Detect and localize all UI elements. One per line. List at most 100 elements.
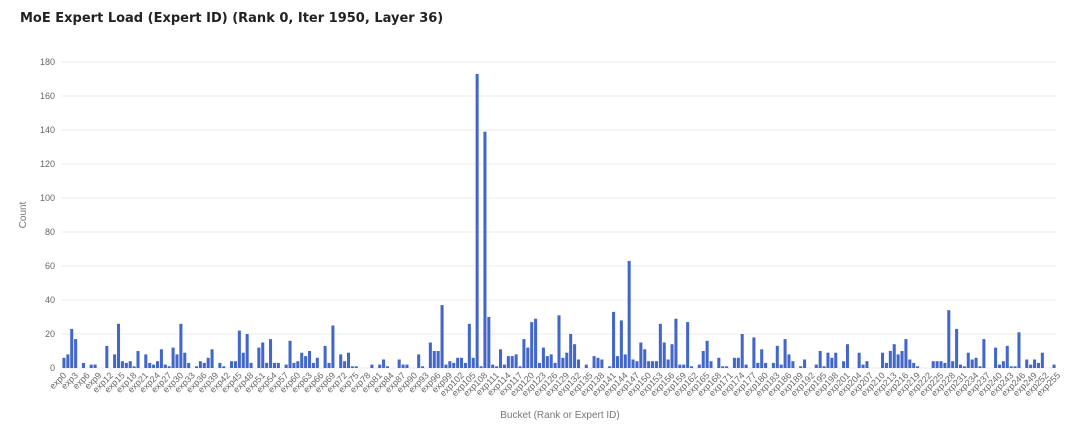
bar	[658, 323, 662, 368]
bar	[249, 362, 253, 368]
bar	[608, 366, 612, 368]
bar	[561, 357, 565, 368]
bar	[997, 364, 1001, 368]
y-tick-label: 120	[40, 159, 55, 169]
bar	[163, 364, 167, 368]
bar	[382, 359, 386, 368]
bar	[904, 339, 908, 368]
bar	[276, 362, 280, 368]
bar	[218, 362, 222, 368]
y-tick-label: 100	[40, 193, 55, 203]
bar	[1005, 345, 1009, 368]
bar	[690, 366, 694, 368]
bar	[569, 334, 573, 368]
bar	[682, 364, 686, 368]
bar	[861, 364, 865, 368]
bar	[892, 344, 896, 368]
bar	[888, 351, 892, 368]
bar	[171, 347, 175, 368]
bar	[187, 362, 191, 368]
bar	[245, 334, 249, 368]
bar	[884, 362, 888, 368]
bar	[549, 354, 553, 368]
bar	[308, 351, 312, 368]
bar	[643, 349, 647, 368]
bar	[284, 364, 288, 368]
bar	[935, 361, 939, 368]
chart-title: MoE Expert Load (Expert ID) (Rank 0, Ite…	[20, 11, 444, 26]
bar	[857, 352, 861, 368]
y-tick-label: 160	[40, 91, 55, 101]
bar	[471, 357, 475, 368]
bar	[483, 131, 487, 368]
bar	[651, 361, 655, 368]
bar	[257, 347, 261, 368]
bar	[198, 361, 202, 368]
bar	[428, 342, 432, 368]
bar	[506, 356, 510, 368]
x-axis-label: Bucket (Rank or Expert ID)	[500, 410, 619, 421]
bar	[499, 349, 503, 368]
bar	[233, 361, 237, 368]
bar	[514, 354, 518, 368]
bar	[931, 361, 935, 368]
bar	[845, 344, 849, 368]
bar	[678, 364, 682, 368]
bar	[522, 339, 526, 368]
y-tick-label: 80	[45, 227, 55, 237]
bar	[662, 342, 666, 368]
bar	[834, 352, 838, 368]
bar	[385, 366, 390, 368]
bar	[744, 364, 748, 368]
bar	[654, 361, 658, 368]
y-axis-label: Count	[18, 201, 29, 228]
bar	[545, 356, 549, 368]
y-tick-label: 0	[50, 363, 55, 373]
bar	[463, 362, 467, 368]
bar	[686, 322, 690, 368]
bar	[495, 366, 499, 368]
bar	[152, 364, 156, 368]
bar	[943, 362, 947, 368]
x-axis-ticks: exp0exp3exp6exp9exp12exp15exp18exp21exp2…	[47, 370, 1062, 398]
bar	[62, 357, 66, 368]
bar	[222, 366, 226, 368]
bar	[432, 351, 436, 368]
bar	[417, 354, 421, 368]
bar	[136, 351, 140, 368]
bar	[994, 347, 998, 368]
bar	[436, 351, 440, 368]
bar	[113, 354, 117, 368]
bar	[117, 323, 121, 368]
bar	[405, 364, 409, 368]
bar	[565, 352, 569, 368]
bar	[978, 366, 982, 368]
bar	[537, 362, 542, 368]
bar	[647, 361, 651, 368]
bar	[155, 361, 160, 368]
bar	[783, 339, 787, 368]
bar	[343, 361, 347, 368]
bar	[826, 352, 830, 368]
bar	[288, 340, 292, 368]
bar	[592, 356, 596, 368]
bar	[1025, 359, 1029, 368]
bar	[791, 361, 795, 368]
bar	[1040, 352, 1044, 368]
bar	[962, 366, 966, 368]
bar	[440, 305, 444, 368]
bar	[526, 347, 530, 368]
bar	[596, 357, 600, 368]
bar	[1033, 359, 1037, 368]
bar	[736, 357, 740, 368]
bar	[237, 330, 241, 368]
bar	[421, 366, 425, 368]
bar	[787, 354, 791, 368]
bar	[132, 366, 136, 368]
bar	[70, 328, 74, 368]
bar	[674, 318, 678, 368]
bar	[491, 364, 495, 368]
bar	[230, 361, 234, 368]
y-tick-label: 20	[45, 329, 55, 339]
bar	[81, 362, 85, 368]
